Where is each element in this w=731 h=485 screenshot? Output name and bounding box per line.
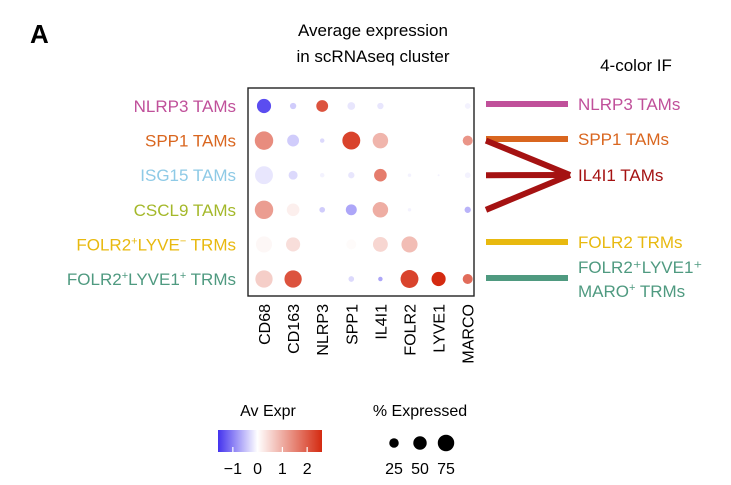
size-legend-dot <box>389 438 399 448</box>
dot-cd68-row2 <box>254 131 274 150</box>
dot-lyve1-row2 <box>437 139 440 142</box>
dot-lyve1-row4 <box>437 208 440 211</box>
gene-label-marco: MARCO <box>461 304 478 364</box>
right-header: 4-color IF <box>600 56 672 75</box>
if-target-label: SPP1 TAMs <box>578 130 669 149</box>
dot-il4i1-row1 <box>377 102 384 110</box>
if-target-label: FOLR2⁺LYVE1⁺ MARO+ TRMs <box>578 258 702 301</box>
cluster-labels: NLRP3 TAMs SPP1 TAMs ISG15 TAMs CSCL9 TAMs F… <box>67 97 236 289</box>
dot-marco-row2 <box>462 135 473 146</box>
cluster-label: ISG15 TAMs <box>140 166 236 185</box>
dot-spp1-row3 <box>348 172 355 179</box>
dot-folr2-row3 <box>407 173 412 177</box>
dot-lyve1-row5 <box>437 243 440 246</box>
size-legend: % Expressed 25 50 75 <box>373 403 467 478</box>
plot-frame <box>247 87 475 297</box>
color-tick-label: −1 <box>224 461 242 478</box>
dot-cd163-row5 <box>286 237 301 252</box>
dot-il4i1-row5 <box>372 236 388 252</box>
size-legend-label: 75 <box>437 461 455 478</box>
color-legend-title: Av Expr <box>240 403 296 420</box>
dot-cd163-row2 <box>287 134 300 147</box>
if-connector-line <box>484 137 572 178</box>
gene-labels: CD68 CD163 NLRP3 SPP1 IL4I1 FOLR2 LYVE1 MARCO <box>257 304 478 364</box>
dot-il4i1-row4 <box>372 202 389 218</box>
dot-marco-row4 <box>464 206 471 213</box>
dot-cd68-row3 <box>255 166 273 185</box>
dot-cd68-row4 <box>254 200 274 220</box>
size-legend-title: % Expressed <box>373 403 467 420</box>
dot-nlrp3-row6 <box>319 275 326 283</box>
if-target-label: IL4I1 TAMs <box>578 166 663 185</box>
if-target-label: NLRP3 TAMs <box>578 95 680 114</box>
dot-spp1-row6 <box>348 276 355 282</box>
dot-nlrp3-row3 <box>319 172 325 178</box>
dot-spp1-row5 <box>346 239 357 250</box>
color-tick-label: 0 <box>253 461 262 478</box>
dot-cd68-row6 <box>255 270 273 288</box>
gene-label-il4i1: IL4I1 <box>373 304 390 340</box>
dot-spp1-row2 <box>342 131 361 150</box>
cluster-label: FOLR2+​LYVE−​ TRMs <box>76 235 236 254</box>
dot-cd68-row1 <box>256 98 272 114</box>
cluster-label: SPP1 TAMs <box>145 132 236 151</box>
dot-cd163-row6 <box>284 270 302 288</box>
gene-label-folr2: FOLR2 <box>403 304 420 356</box>
dot-nlrp3-row2 <box>319 138 325 143</box>
color-legend-ticks: −1 0 1 2 <box>224 447 312 478</box>
dot-folr2-row1 <box>407 104 412 108</box>
gene-label-cd68: CD68 <box>257 304 274 345</box>
gene-label-cd163: CD163 <box>286 304 303 354</box>
if-connector-line <box>484 172 572 213</box>
dot-il4i1-row3 <box>374 168 387 182</box>
gene-label-spp1: SPP1 <box>344 304 361 345</box>
dot-marco-row3 <box>464 172 471 179</box>
dot-cd163-row4 <box>286 203 300 217</box>
color-legend: Av Expr −1 0 1 2 <box>218 403 322 478</box>
dot-layer <box>254 98 473 288</box>
size-legend-dot <box>437 434 455 452</box>
dot-lyve1-row6 <box>431 271 446 287</box>
color-tick-label: 2 <box>303 461 312 478</box>
color-legend-bar <box>218 430 322 452</box>
dot-marco-row1 <box>464 103 471 109</box>
plot-title-line1: Average expression <box>298 21 448 40</box>
dot-marco-row6 <box>462 274 473 284</box>
dot-cd68-row5 <box>255 236 273 253</box>
if-target-label: FOLR2 TRMs <box>578 233 683 252</box>
cluster-label: FOLR2+​LYVE1+​ TRMs <box>67 270 236 289</box>
dot-spp1-row4 <box>345 204 357 216</box>
dot-folr2-row5 <box>401 236 418 253</box>
dot-nlrp3-row4 <box>319 206 326 213</box>
cluster-label: CSCL9 TAMs <box>134 201 236 220</box>
dot-folr2-row6 <box>400 270 419 288</box>
dot-spp1-row1 <box>347 102 356 110</box>
dot-folr2-row4 <box>407 208 412 212</box>
dot-folr2-row2 <box>407 138 412 143</box>
dot-nlrp3-row1 <box>316 100 329 112</box>
dot-marco-row5 <box>463 240 472 249</box>
if-mapping: NLRP3 TAMs SPP1 TAMs IL4I1 TAMs FOLR2 TRMs F… <box>484 95 702 301</box>
size-legend-dots: 25 50 75 <box>385 434 455 478</box>
dot-nlrp3-row5 <box>319 242 325 247</box>
dot-cd163-row1 <box>289 102 297 110</box>
dot-il4i1-row6 <box>378 276 383 282</box>
size-legend-label: 50 <box>411 461 429 478</box>
dot-lyve1-row3 <box>437 174 440 177</box>
size-legend-label: 25 <box>385 461 403 478</box>
plot-title-line2: in scRNAseq cluster <box>296 47 449 66</box>
gene-label-lyve1: LYVE1 <box>432 304 449 353</box>
dot-lyve1-row1 <box>437 105 440 107</box>
cluster-label: NLRP3 TAMs <box>134 97 236 116</box>
size-legend-dot <box>413 436 427 450</box>
dot-cd163-row3 <box>288 170 298 180</box>
color-tick-label: 1 <box>278 461 287 478</box>
gene-label-nlrp3: NLRP3 <box>315 304 332 356</box>
panel-letter: A <box>30 19 49 49</box>
dot-il4i1-row2 <box>372 132 389 149</box>
